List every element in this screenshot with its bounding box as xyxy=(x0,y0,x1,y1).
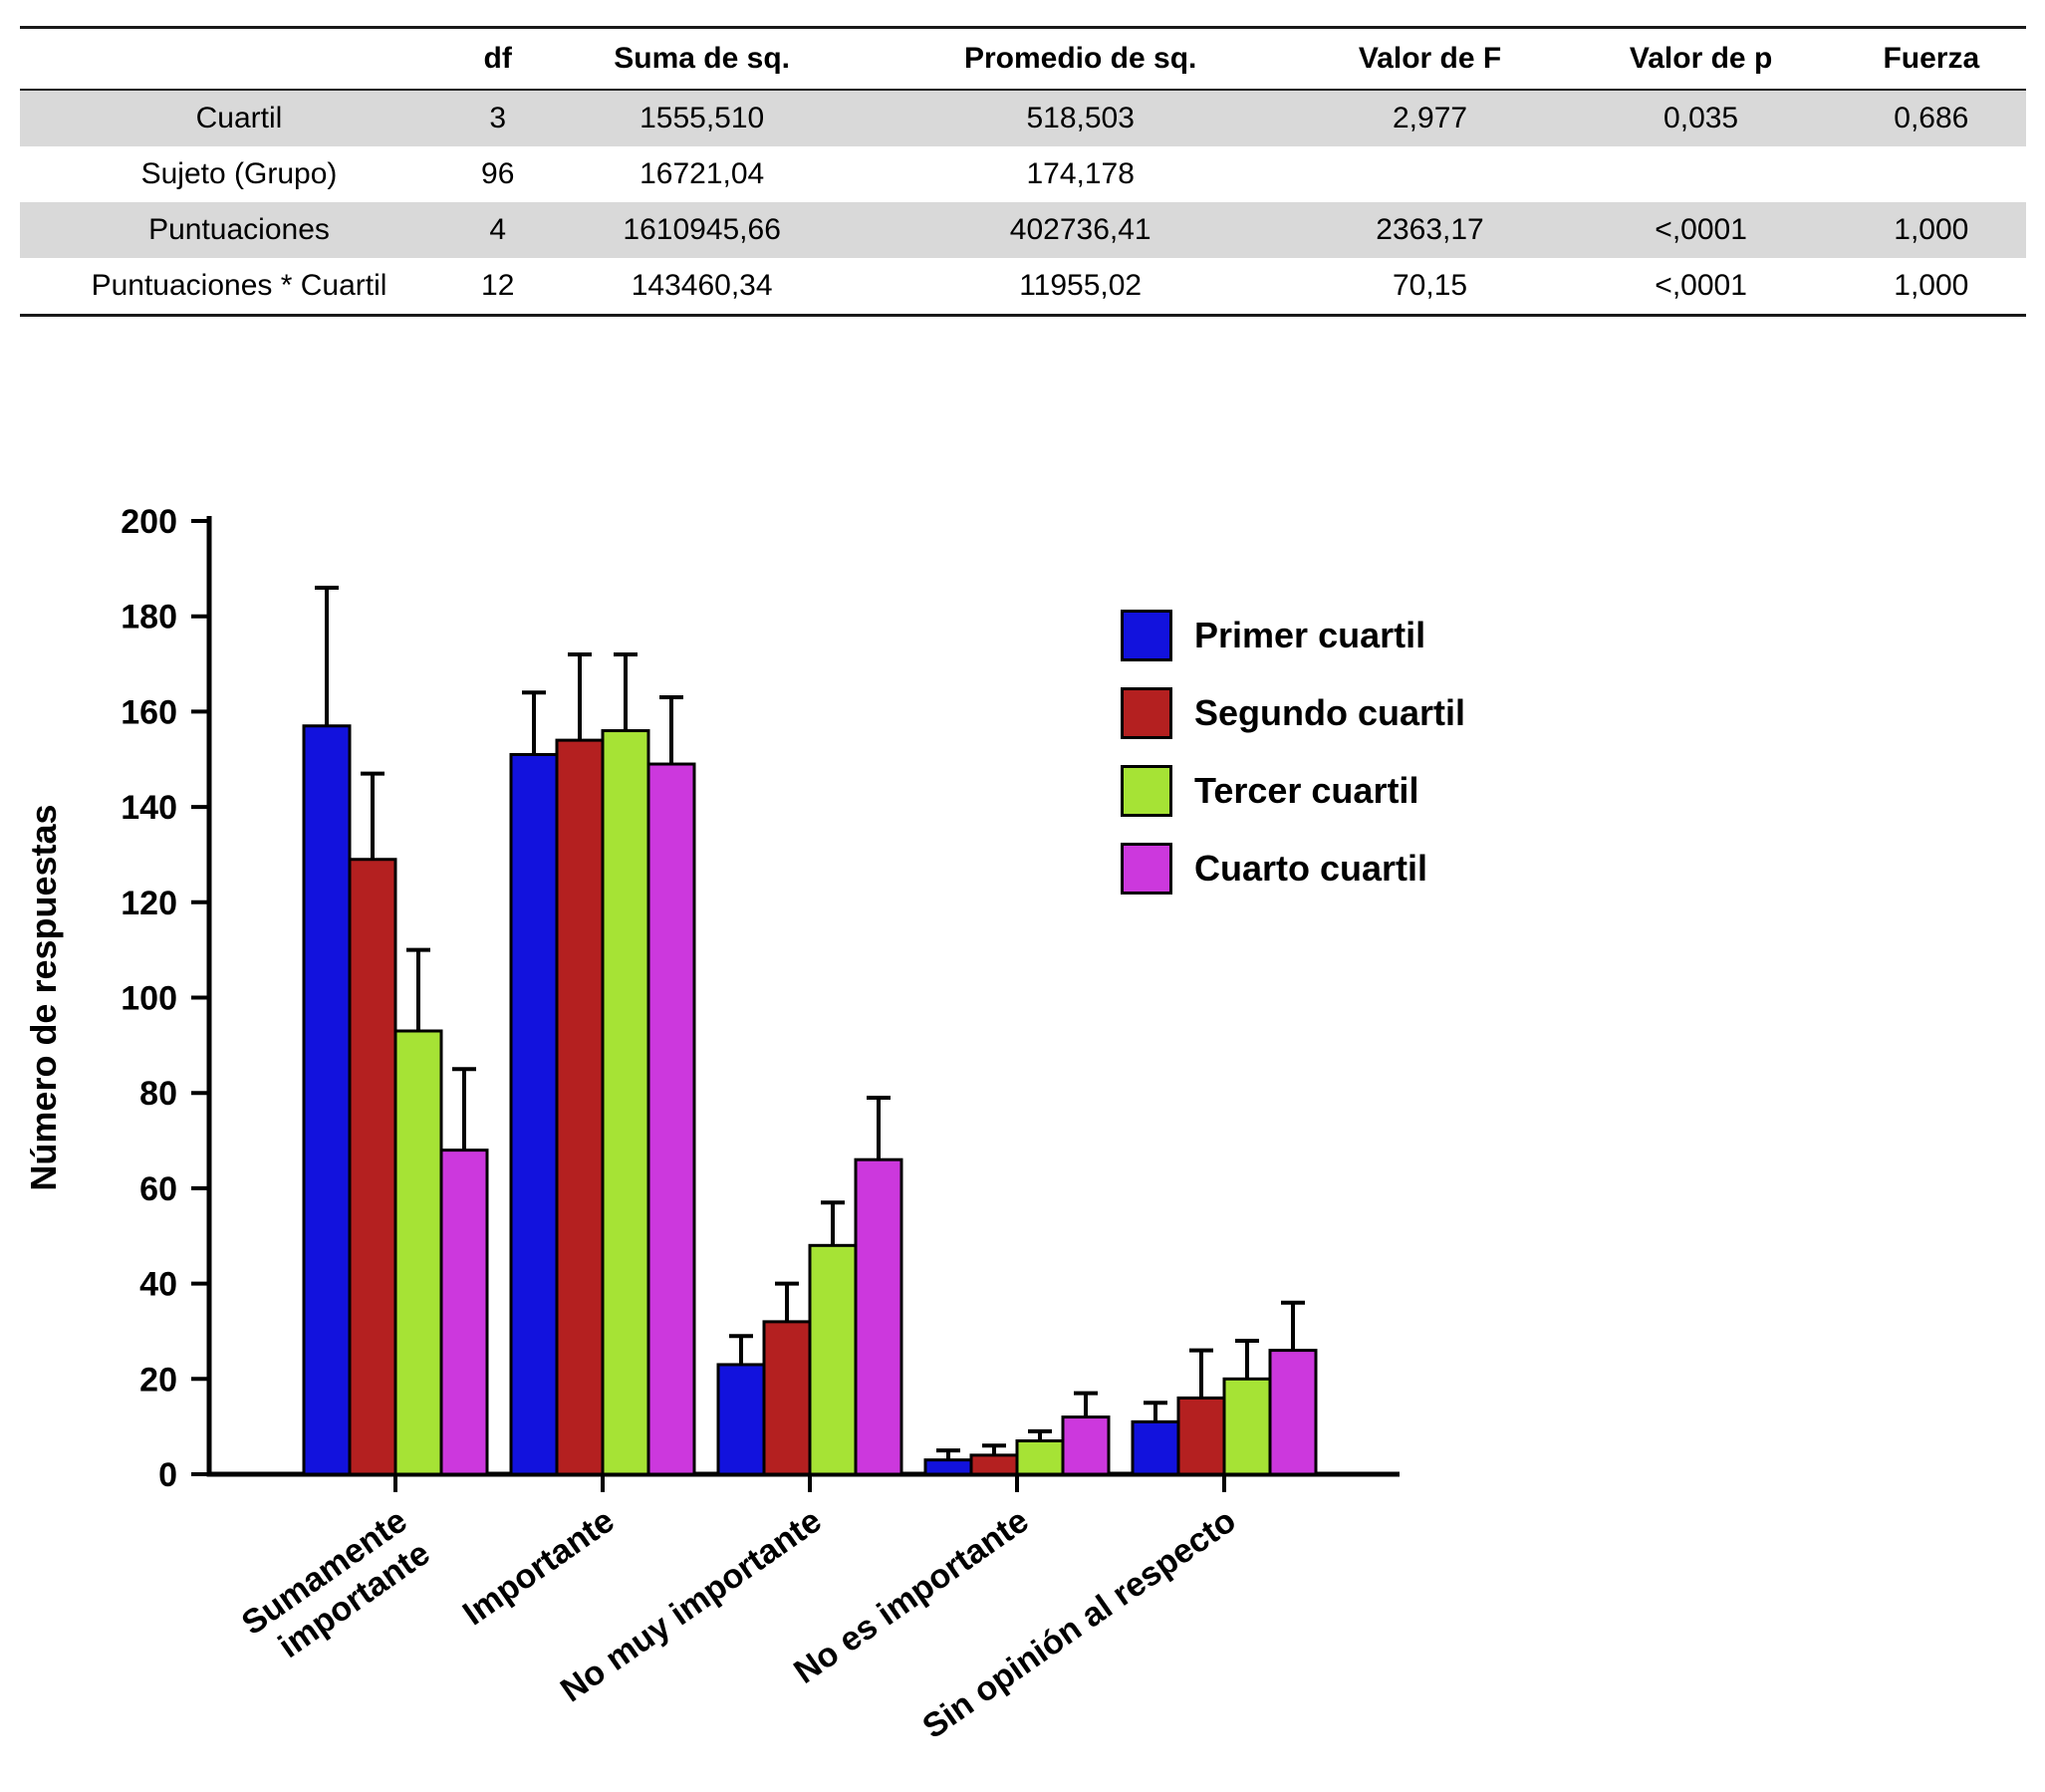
legend-swatch xyxy=(1121,843,1172,895)
table-cell: 70,15 xyxy=(1294,258,1566,317)
y-tick-label: 160 xyxy=(121,693,177,731)
table-cell: 402736,41 xyxy=(1009,213,1151,246)
column-header: df xyxy=(458,26,538,91)
bar xyxy=(393,1029,443,1476)
x-category-label: Sumamenteimportante xyxy=(235,1501,437,1674)
legend-item: Segundo cuartil xyxy=(1121,687,1465,739)
y-axis-title: Número de respuestas xyxy=(30,804,64,1190)
bar xyxy=(555,738,605,1476)
table-cell: 2,977 xyxy=(1392,102,1468,134)
bar xyxy=(302,724,352,1476)
table-cell: 1,000 xyxy=(1894,213,1969,246)
column-header: Promedio de sq. xyxy=(866,26,1295,91)
y-tick-label: 20 xyxy=(139,1361,177,1399)
table-row: Sujeto (Grupo) 96 16721,04 174,178 xyxy=(20,146,2026,202)
row-label: Puntuaciones xyxy=(148,213,330,246)
column-header xyxy=(20,26,458,91)
row-label: Sujeto (Grupo) xyxy=(140,157,338,190)
y-tick-label: 60 xyxy=(139,1170,177,1208)
legend-swatch xyxy=(1121,765,1172,817)
bar xyxy=(716,1363,766,1476)
chart-legend: Primer cuartil Segundo cuartil Tercer cuar… xyxy=(1121,610,1465,895)
table-cell: 16721,04 xyxy=(639,157,765,190)
table-cell: 0,686 xyxy=(1894,102,1969,134)
bar xyxy=(854,1157,903,1476)
table-cell xyxy=(1295,146,1566,202)
table-cell: 11955,02 xyxy=(866,258,1295,317)
statistics-table: df Suma de sq. Promedio de sq. Valor de F Va… xyxy=(20,26,2026,317)
bar-chart-canvas: 0 20 40 60 80 100 120 140 160 180 200 Sumamenteimpo… xyxy=(30,503,1400,1746)
table-row: Puntuaciones 4 1610945,66 402736,41 2363,17 <… xyxy=(20,202,2026,258)
x-category-label: Importante xyxy=(456,1501,622,1633)
table-cell: 2363,17 xyxy=(1376,213,1484,246)
table-cell: 12 xyxy=(458,258,538,317)
bar xyxy=(762,1320,812,1476)
bar xyxy=(1222,1377,1272,1476)
bar-chart: 0 20 40 60 80 100 120 140 160 180 200 Sumamenteimpo… xyxy=(30,478,1484,1783)
bar xyxy=(348,858,397,1476)
table-cell: 174,178 xyxy=(1026,157,1135,190)
row-label: Puntuaciones * Cuartil xyxy=(20,258,458,317)
table-cell: <,0001 xyxy=(1655,213,1747,246)
legend-label: Primer cuartil xyxy=(1194,615,1426,655)
bar xyxy=(439,1149,489,1476)
bar xyxy=(509,752,559,1476)
legend-label: Cuarto cuartil xyxy=(1194,848,1428,889)
y-tick-label: 80 xyxy=(139,1075,177,1113)
legend-item: Tercer cuartil xyxy=(1121,765,1465,817)
column-header: Fuerza xyxy=(1836,26,2026,91)
bar xyxy=(923,1458,973,1476)
row-label: Cuartil xyxy=(195,102,283,134)
y-tick-label: 120 xyxy=(121,885,177,922)
table-cell: 1555,510 xyxy=(639,102,765,134)
table-cell xyxy=(1837,146,2026,202)
table-cell: 143460,34 xyxy=(537,258,867,317)
table-cell: 1,000 xyxy=(1836,258,2026,317)
legend-label: Segundo cuartil xyxy=(1194,692,1466,733)
table-row: Cuartil 3 1555,510 518,503 2,977 0,035 0,686 xyxy=(20,90,2026,146)
column-header: Valor de p xyxy=(1565,26,1837,91)
anova-table: df Suma de sq. Promedio de sq. Valor de F Va… xyxy=(20,26,2026,317)
bar xyxy=(1176,1396,1226,1476)
table-cell: 518,503 xyxy=(1026,102,1135,134)
legend-swatch xyxy=(1121,687,1172,739)
bar xyxy=(1015,1439,1065,1476)
column-header: Suma de sq. xyxy=(537,26,867,91)
bar xyxy=(1061,1415,1111,1476)
legend-item: Cuarto cuartil xyxy=(1121,843,1465,895)
y-tick-label: 100 xyxy=(121,980,177,1018)
bar xyxy=(646,762,696,1476)
table-cell: 4 xyxy=(489,213,507,246)
table-cell: <,0001 xyxy=(1565,258,1837,317)
bar xyxy=(969,1453,1019,1476)
table-cell: 0,035 xyxy=(1663,102,1739,134)
column-header: Valor de F xyxy=(1294,26,1566,91)
y-tick-label: 140 xyxy=(121,789,177,827)
table-cell: 3 xyxy=(489,102,507,134)
y-tick-label: 40 xyxy=(139,1266,177,1304)
table-cell: 1610945,66 xyxy=(623,213,781,246)
table-cell xyxy=(1566,146,1837,202)
y-tick-label: 0 xyxy=(158,1456,177,1494)
table-row: Puntuaciones * Cuartil 12 143460,34 11955,0… xyxy=(20,258,2026,317)
y-tick-label: 180 xyxy=(121,599,177,637)
bar xyxy=(601,729,650,1476)
legend-swatch xyxy=(1121,610,1172,661)
bar xyxy=(1131,1419,1180,1476)
bar xyxy=(808,1243,858,1476)
legend-label: Tercer cuartil xyxy=(1194,770,1419,811)
legend-item: Primer cuartil xyxy=(1121,610,1465,661)
bar xyxy=(1268,1349,1318,1476)
table-cell: 96 xyxy=(481,157,515,190)
y-tick-label: 200 xyxy=(121,503,177,541)
table-header-row: df Suma de sq. Promedio de sq. Valor de F Va… xyxy=(20,26,2026,91)
